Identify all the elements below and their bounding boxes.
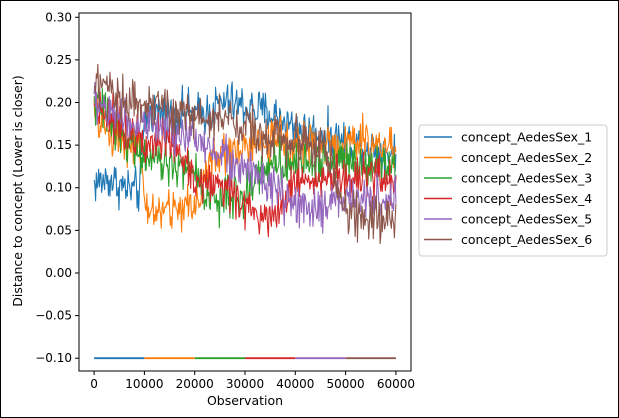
x-axis-ticks: 0 10000 20000 30000 40000 50000 60000	[90, 371, 415, 391]
series-line-6	[93, 63, 397, 245]
legend-label-2: concept_AedesSex_2	[461, 150, 592, 165]
x-tick-label: 0	[90, 377, 98, 391]
x-tick-label: 50000	[327, 377, 365, 391]
series-line-4	[93, 91, 397, 238]
legend-label-1: concept_AedesSex_1	[461, 130, 592, 145]
x-tick-label: 20000	[176, 377, 214, 391]
y-tick-label: 0.10	[45, 181, 72, 195]
x-tick-label: 10000	[125, 377, 163, 391]
y-tick-label: 0.00	[45, 266, 72, 280]
legend-label-3: concept_AedesSex_3	[461, 171, 592, 186]
series-line-2	[93, 94, 397, 233]
y-tick-label: 0.20	[45, 96, 72, 110]
y-axis-ticks: 0.30 0.25 0.20 0.15 0.10 0.05 0.00 −0.05 −0.10	[35, 10, 79, 365]
x-tick-label: 60000	[377, 377, 415, 391]
y-tick-label: 0.15	[45, 138, 72, 152]
x-tick-label: 30000	[226, 377, 264, 391]
y-tick-label: −0.10	[35, 351, 72, 365]
y-tick-label: 0.25	[45, 53, 72, 67]
series-lines	[93, 63, 397, 245]
legend: concept_AedesSex_1 concept_AedesSex_2conc…	[418, 124, 608, 257]
plot-area	[78, 12, 412, 372]
x-axis-label: Observation	[207, 393, 283, 408]
legend-label-4: concept_AedesSex_4	[461, 191, 592, 206]
legend-label-6: concept_AedesSex_6	[461, 232, 592, 247]
y-tick-label: −0.05	[35, 309, 72, 323]
y-axis-label: Distance to concept (Lower is closer)	[10, 75, 25, 306]
legend-items: concept_AedesSex_1 concept_AedesSex_2conc…	[424, 130, 592, 247]
x-tick-label: 40000	[276, 377, 314, 391]
y-tick-label: 0.30	[45, 10, 72, 24]
legend-label-5: concept_AedesSex_5	[461, 212, 592, 227]
legend-box	[418, 124, 608, 257]
y-tick-label: 0.05	[45, 223, 72, 237]
